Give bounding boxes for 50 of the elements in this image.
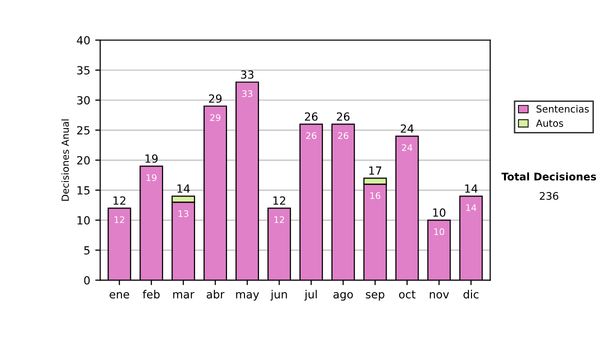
- total-label: 33: [241, 70, 254, 79]
- data-label: 26: [306, 132, 316, 140]
- legend-label: Sentencias: [536, 105, 589, 113]
- data-label: 26: [338, 132, 348, 140]
- data-label: 14: [466, 204, 476, 211]
- data-label: 29: [210, 114, 220, 122]
- total-label: 29: [209, 94, 222, 103]
- y-axis-title: Decisiones Anual: [61, 119, 69, 201]
- data-label: 16: [370, 192, 380, 200]
- data-label: 12: [274, 216, 284, 223]
- y-tick-label: 35: [77, 66, 90, 75]
- total-label: 12: [114, 196, 126, 205]
- total-label: 14: [465, 184, 478, 193]
- x-tick-label: feb: [142, 290, 160, 298]
- data-label: 33: [242, 90, 252, 98]
- legend-label: Autos: [536, 120, 564, 127]
- data-label: 13: [178, 210, 188, 218]
- data-label: 10: [434, 228, 444, 236]
- x-tick-label: jun: [270, 290, 287, 301]
- x-tick-label: dic: [464, 290, 478, 298]
- data-label: 24: [402, 144, 412, 151]
- x-tick-label: sep: [366, 292, 384, 301]
- x-tick-label: jul: [304, 290, 317, 301]
- total-label: 17: [369, 166, 382, 175]
- x-tick-label: mar: [173, 292, 194, 298]
- total-label: 10: [433, 208, 446, 217]
- total-label: 26: [336, 112, 350, 121]
- x-tick-label: abr: [206, 290, 224, 298]
- y-tick-label: 10: [78, 216, 90, 225]
- text: Total Decisiones: [501, 172, 596, 180]
- total-label: 26: [304, 112, 318, 121]
- total-label: 14: [177, 184, 190, 193]
- total-label: 19: [146, 154, 158, 163]
- y-tick-label: 5: [84, 246, 90, 255]
- y-tick-label: 40: [76, 36, 90, 44]
- x-tick-label: ene: [110, 292, 130, 298]
- y-tick-label: 15: [78, 186, 90, 195]
- x-tick-label: ago: [333, 292, 353, 301]
- y-tick-label: 25: [77, 126, 90, 135]
- data-label: 19: [146, 174, 156, 182]
- y-tick-label: 30: [77, 96, 90, 105]
- x-tick-label: oct: [399, 290, 416, 298]
- total-label: 24: [400, 124, 414, 133]
- text: 236: [540, 192, 558, 200]
- x-tick-label: nov: [430, 292, 449, 298]
- data-label: 12: [114, 216, 124, 223]
- y-tick-label: 0: [84, 276, 90, 285]
- y-tick-label: 20: [77, 156, 90, 165]
- total-label: 12: [273, 196, 286, 205]
- x-tick-label: may: [236, 292, 260, 301]
